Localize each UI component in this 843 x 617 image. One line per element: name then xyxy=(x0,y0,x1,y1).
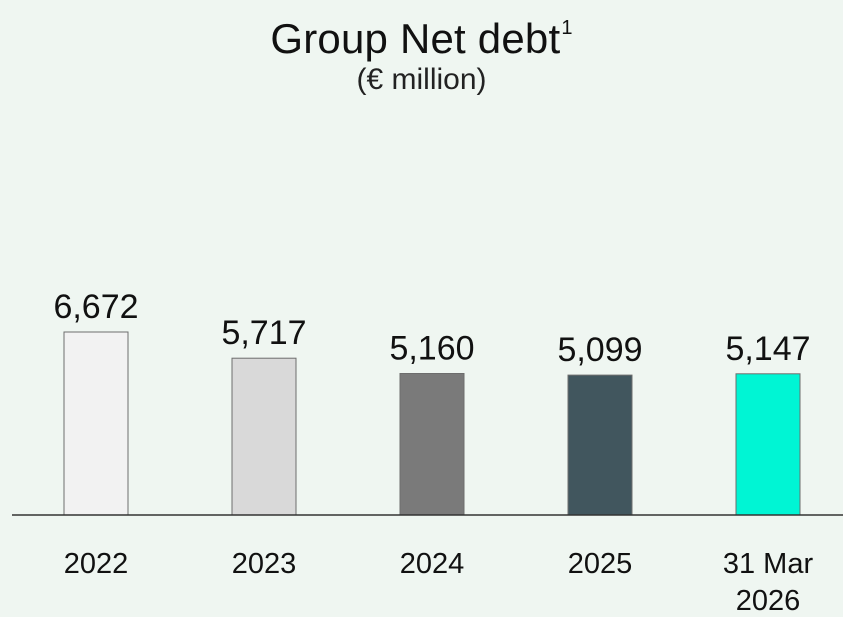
data-label-1: 5,717 xyxy=(221,314,306,352)
chart-subtitle: (€ million) xyxy=(356,63,487,96)
bar-4 xyxy=(735,373,801,516)
bar-0 xyxy=(63,331,129,516)
data-label-4: 5,147 xyxy=(725,330,810,368)
data-label-0: 6,672 xyxy=(53,288,138,326)
category-label-1: 2023 xyxy=(232,548,297,580)
bar-2 xyxy=(399,373,465,516)
chart-title-text: Group Net debt xyxy=(270,15,561,62)
category-label-4-line-1: 2026 xyxy=(736,585,801,617)
chart-title-footnote-marker: 1 xyxy=(561,17,573,39)
category-label-3: 2025 xyxy=(568,548,633,580)
bar-1 xyxy=(231,357,297,516)
category-label-2: 2024 xyxy=(400,548,465,580)
data-label-3: 5,099 xyxy=(557,331,642,369)
data-label-2: 5,160 xyxy=(389,330,474,368)
category-label-4-line-0: 31 Mar xyxy=(723,548,814,580)
bar-3 xyxy=(567,374,633,516)
category-label-0: 2022 xyxy=(64,548,129,580)
chart-title: Group Net debt1 xyxy=(0,8,843,63)
